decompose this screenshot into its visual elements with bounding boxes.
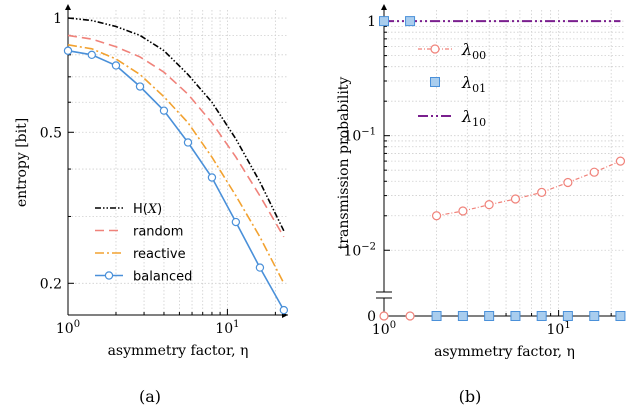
- x-tick-label-base: 10: [547, 322, 565, 338]
- data-point-lambda01: [431, 311, 442, 321]
- y-tick-label: 1: [367, 14, 376, 30]
- legend-label-subscript: 01: [472, 82, 486, 95]
- series-line-balanced: [67, 49, 285, 311]
- data-point-lambda01: [615, 311, 626, 321]
- y-axis-arrow: [381, 4, 387, 10]
- legend-label-part: random: [133, 225, 183, 240]
- legend-label: λ01: [461, 73, 486, 95]
- data-point-balanced: [231, 217, 241, 227]
- x-tick-label-base: 10: [56, 321, 74, 337]
- y-tick-label-exp: −2: [361, 241, 376, 252]
- data-point-lambda00: [615, 156, 626, 166]
- legend-label-part: balanced: [133, 270, 192, 285]
- legend-marker: [430, 44, 440, 54]
- x-axis-label: asymmetry factor, η: [108, 343, 249, 359]
- legend-label-subscript: 10: [472, 116, 486, 129]
- x-tick-label: 101: [215, 319, 239, 337]
- data-point-balanced: [63, 46, 73, 55]
- caption-b: (b): [459, 387, 482, 406]
- x-tick-label-exp: 1: [233, 319, 239, 330]
- y-tick-label-exp: −1: [361, 127, 376, 138]
- x-tick-label-exp: 0: [74, 319, 80, 330]
- data-point-balanced: [279, 305, 289, 315]
- data-point-lambda00: [537, 187, 547, 197]
- x-tick-label-exp: 1: [564, 320, 570, 331]
- y-axis-label: entropy [bit]: [14, 118, 30, 207]
- series-line-random: [67, 34, 285, 238]
- series-line-lambda00: [436, 160, 621, 217]
- legend-label-part: reactive: [133, 247, 186, 262]
- x-tick-label-exp: 0: [390, 320, 396, 331]
- x-tick-label: 100: [372, 320, 396, 338]
- legend-label: H(X): [133, 202, 162, 217]
- y-tick-label: 10−2: [343, 241, 376, 259]
- y-axis-arrow: [65, 4, 71, 10]
- x-axis-label: asymmetry factor, η: [434, 344, 575, 360]
- data-point-lambda01: [484, 311, 495, 321]
- data-point-lambda00: [431, 211, 442, 221]
- legend-label-symbol: λ: [461, 107, 472, 126]
- data-point-lambda01: [510, 311, 521, 321]
- data-point-balanced: [135, 82, 145, 91]
- data-point-balanced: [87, 50, 96, 60]
- legend-label: random: [133, 225, 183, 240]
- legend-label: λ00: [461, 40, 486, 62]
- data-point-balanced: [207, 173, 217, 182]
- y-tick-label: 0: [367, 309, 376, 325]
- data-point-lambda01: [457, 311, 468, 321]
- data-point-lambda01: [405, 16, 416, 27]
- data-point-lambda00: [405, 311, 415, 321]
- data-point-lambda00: [379, 311, 389, 321]
- y-tick-label: 1: [53, 11, 62, 27]
- legend-label-subscript: 00: [472, 49, 486, 62]
- series-line-reactive: [67, 44, 285, 284]
- y-tick-label: 10−1: [343, 127, 376, 145]
- y-axis-label: transmission probability: [336, 77, 352, 250]
- data-point-balanced: [111, 61, 121, 70]
- legend-label: reactive: [133, 247, 186, 262]
- legend-label: λ10: [461, 107, 486, 129]
- data-point-lambda01: [536, 311, 547, 321]
- data-point-lambda01: [589, 311, 600, 321]
- legend-label: balanced: [133, 270, 192, 285]
- data-point-lambda00: [589, 167, 599, 177]
- legend-marker: [104, 271, 114, 280]
- x-tick-label-base: 10: [372, 322, 390, 338]
- legend-label-part: X: [147, 202, 158, 217]
- data-point-lambda01: [379, 16, 389, 27]
- caption-a: (a): [139, 387, 161, 406]
- data-point-balanced: [255, 263, 265, 272]
- axis-break-gap: [376, 292, 392, 298]
- x-tick-label-base: 10: [215, 321, 233, 337]
- data-point-balanced: [159, 106, 169, 115]
- data-point-lambda00: [458, 206, 468, 216]
- y-tick-label: 0.5: [40, 125, 62, 141]
- series-line-H(X): [67, 17, 285, 232]
- y-tick-label-base: 10: [343, 129, 361, 145]
- data-point-lambda00: [510, 194, 521, 204]
- legend-label-part: ): [157, 202, 162, 217]
- legend-marker: [430, 77, 440, 87]
- data-point-lambda00: [563, 177, 573, 188]
- data-point-lambda00: [484, 200, 494, 210]
- legend-label-part: H(: [133, 202, 148, 217]
- data-point-lambda01: [562, 311, 573, 321]
- legend-label-symbol: λ: [461, 40, 472, 59]
- legend-label-symbol: λ: [461, 73, 472, 92]
- x-tick-label: 100: [56, 319, 80, 337]
- x-tick-label: 101: [547, 320, 571, 338]
- data-point-balanced: [183, 138, 193, 147]
- y-tick-label-base: 10: [343, 243, 361, 259]
- y-tick-label: 0.2: [40, 276, 62, 292]
